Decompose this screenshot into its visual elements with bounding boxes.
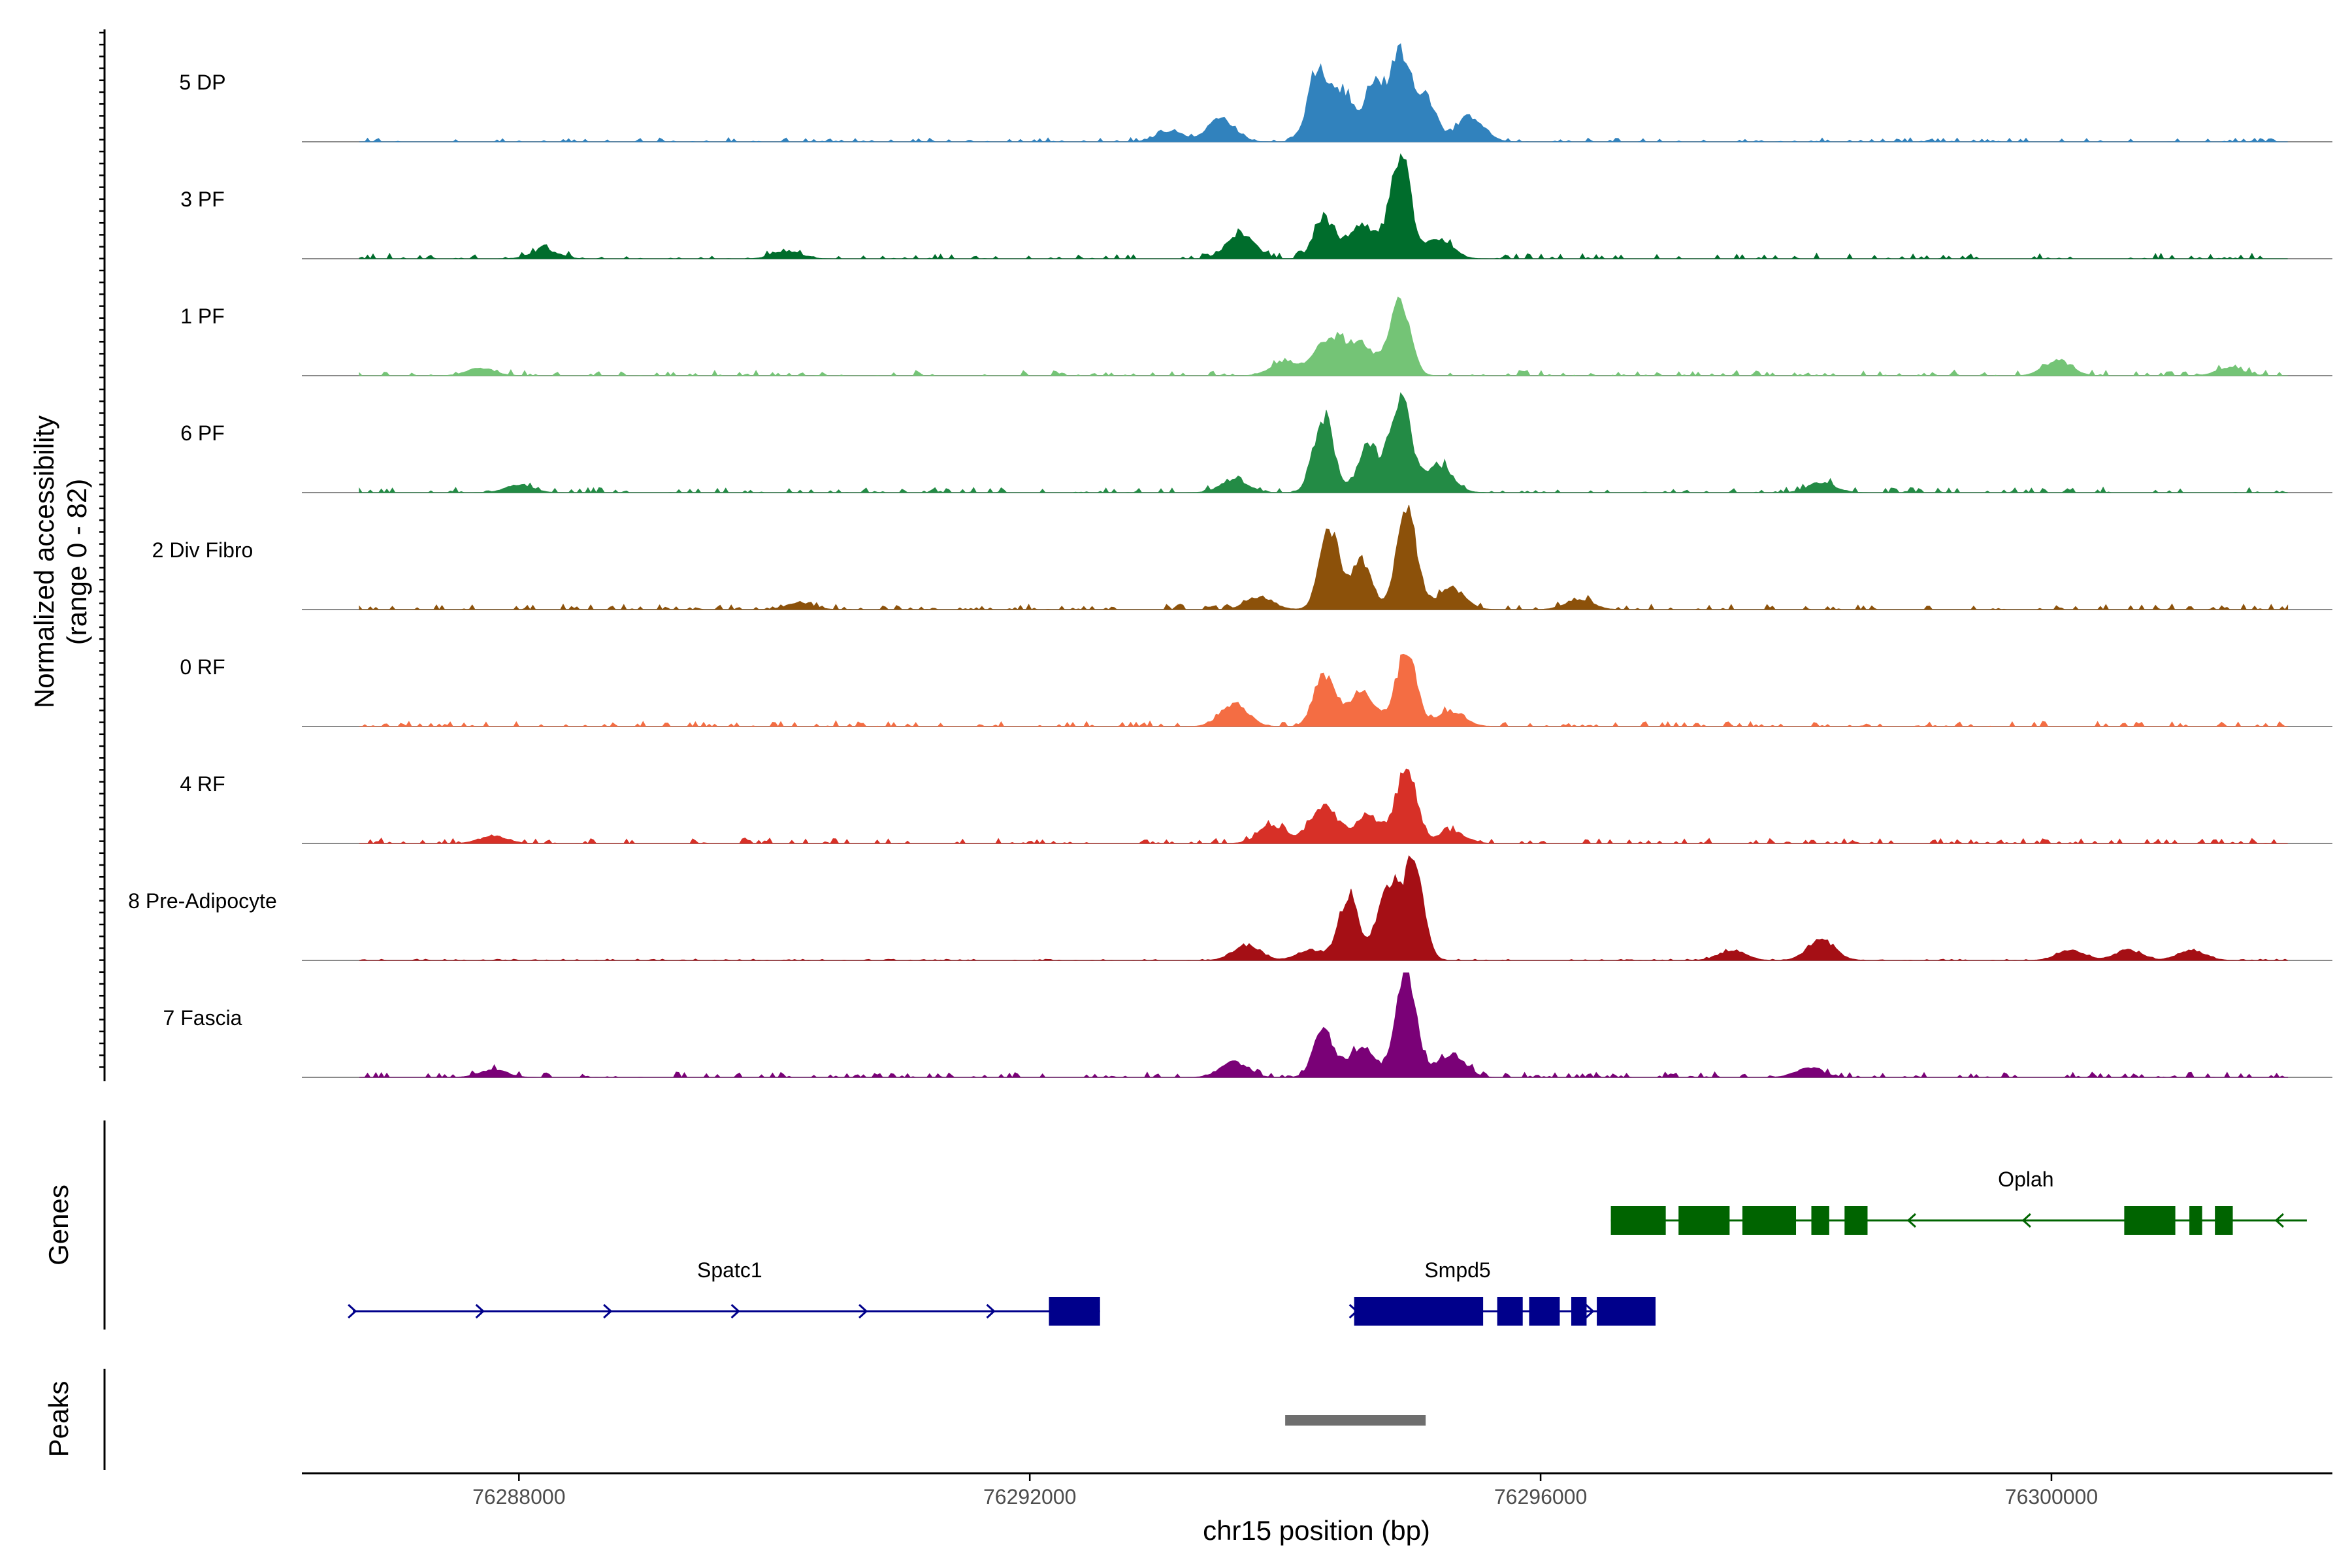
coverage-area [359,855,2288,961]
gene-oplah: Oplah [1610,1168,2307,1235]
gene-name: Spatc1 [697,1258,762,1282]
gene-spatc1: Spatc1 [348,1258,1100,1326]
coverage-area [359,43,2288,142]
strand-arrow [475,1303,485,1319]
gene-name: Smpd5 [1424,1258,1490,1282]
track-label: 1 PF [180,304,225,328]
track-label: 4 RF [180,772,225,796]
coverage-area [359,972,2289,1078]
exon [1678,1206,1730,1235]
strand-arrow [603,1303,613,1319]
exon [2215,1206,2233,1235]
strand-arrow [2274,1213,2284,1228]
track-label: 3 PF [180,188,225,211]
coverage-area [359,504,2289,610]
track-8-pre-adipocyte: 8 Pre-Adipocyte [128,855,2332,961]
x-axis: 76288000 76292000 76296000 76300000 [302,1472,2332,1509]
x-tick-label: 76292000 [983,1485,1076,1509]
x-tick-label: 76296000 [1494,1485,1587,1509]
exon [1354,1297,1484,1326]
exon [1497,1297,1523,1326]
track-label: 5 DP [179,71,225,94]
track-1-pf: 1 PF [180,296,2332,376]
track-5-dp: 5 DP [179,43,2332,142]
coverage-area [359,653,2288,727]
peaks-panel-label: Peaks [43,1381,74,1458]
track-label: 0 RF [180,655,225,679]
strand-arrow [986,1303,996,1319]
exon [1811,1206,1829,1235]
track-7-fascia: 7 Fascia [163,972,2332,1078]
exon [1610,1206,1666,1235]
peaks-panel [1285,1415,1426,1426]
y-axis-title-line1: Normalized accessibility [29,416,59,708]
x-tick-label: 76288000 [472,1485,565,1509]
peak-region [1285,1415,1426,1426]
track-6-pf: 6 PF [180,392,2332,494]
track-0-rf: 0 RF [180,653,2332,727]
exon [1597,1297,1656,1326]
accessibility-axis [99,29,106,1081]
strand-arrow [858,1303,868,1319]
coverage-area [359,768,2288,844]
exon [2124,1206,2176,1235]
gene-name: Oplah [1998,1168,2053,1191]
track-label: 6 PF [180,421,225,445]
strand-arrow [730,1303,740,1319]
y-axis-title-line2: (range 0 - 82) [61,479,92,645]
strand-arrow [1348,1303,1358,1319]
track-4-rf: 4 RF [180,768,2332,844]
x-axis-title: chr15 position (bp) [1203,1515,1430,1546]
coverage-area [359,392,2288,494]
exon [1529,1297,1560,1326]
genes-panel-label: Genes [43,1184,74,1266]
strand-arrow [2021,1213,2031,1228]
exon [1742,1206,1797,1235]
track-label: 8 Pre-Adipocyte [128,889,277,913]
exon [1844,1206,1868,1235]
genes-panel: Oplah Spatc1 Smpd5 [348,1168,2307,1326]
x-tick-label: 76300000 [2005,1485,2098,1509]
coverage-area [359,153,2288,260]
strand-arrow [1585,1303,1595,1319]
track-2-div-fibro: 2 Div Fibro [152,504,2332,610]
track-label: 7 Fascia [163,1006,242,1030]
coverage-area [359,296,2288,376]
gene-smpd5: Smpd5 [1348,1258,1656,1326]
exon [1049,1297,1100,1326]
track-3-pf: 3 PF [180,153,2332,260]
strand-arrow [348,1303,357,1319]
exon [2189,1206,2202,1235]
coverage-tracks: 5 DP 3 PF 1 PF 6 PF 2 Div Fibro 0 RF 4 RF 8 Pre… [128,43,2332,1078]
track-label: 2 Div Fibro [152,538,253,562]
exon [1571,1297,1587,1326]
strand-arrow [1906,1213,1916,1228]
